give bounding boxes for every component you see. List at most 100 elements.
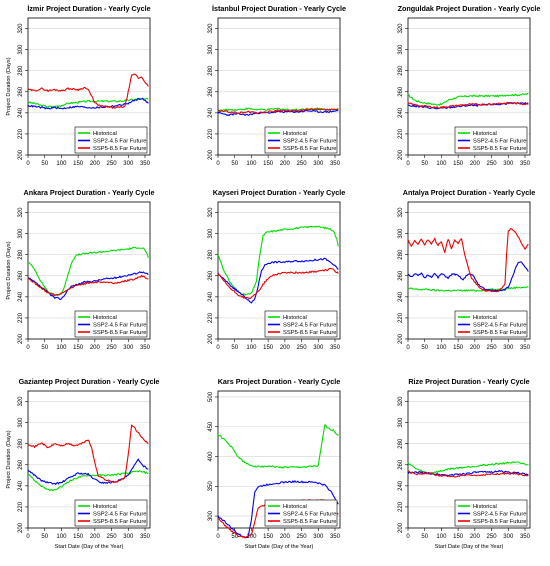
x-tick-label: 100 xyxy=(56,534,67,540)
y-tick-label: 240 xyxy=(398,107,404,118)
legend-label: Historical xyxy=(93,131,117,137)
x-tick-label: 250 xyxy=(107,534,118,540)
chart-panel-9: Rize Project Duration - Yearly Cycle 0 50 1… xyxy=(398,377,531,550)
y-tick-label: 280 xyxy=(398,65,404,76)
y-tick-label: 240 xyxy=(18,480,24,491)
chart-title: Kars Project Duration - Yearly Cycle xyxy=(218,377,341,386)
x-tick-label: 150 xyxy=(263,161,274,167)
x-tick-label: 50 xyxy=(41,161,48,167)
legend-label: Historical xyxy=(473,504,497,510)
y-tick-label: 300 xyxy=(398,44,404,55)
series-line-2 xyxy=(407,469,529,477)
y-axis-label: Project Duration (Days) xyxy=(6,430,12,488)
x-tick-label: 200 xyxy=(90,345,101,351)
series-line-2 xyxy=(217,480,339,539)
chart-title: Ankara Project Duration - Yearly Cycle xyxy=(24,188,155,197)
x-tick-label: 350 xyxy=(140,534,151,540)
y-tick-label: 260 xyxy=(208,86,214,97)
x-tick-label: 300 xyxy=(123,534,134,540)
y-tick-label: 260 xyxy=(208,270,214,281)
y-tick-label: 400 xyxy=(208,451,214,462)
y-tick-label: 260 xyxy=(18,270,24,281)
chart-panel-4: Ankara Project Duration - Yearly Cycle 0 5… xyxy=(6,188,154,351)
y-tick-label: 220 xyxy=(398,128,404,139)
plot-frame xyxy=(27,201,151,340)
legend-label: Historical xyxy=(473,131,497,137)
y-tick-label: 300 xyxy=(18,417,24,428)
x-tick-label: 50 xyxy=(421,161,428,167)
y-tick-label: 280 xyxy=(18,65,24,76)
x-tick-label: 200 xyxy=(280,534,291,540)
x-tick-label: 0 xyxy=(26,345,30,351)
y-tick-label: 240 xyxy=(18,107,24,118)
series-line-2 xyxy=(27,97,149,110)
x-tick-label: 250 xyxy=(297,345,308,351)
series-line-3 xyxy=(27,424,149,483)
y-tick-label: 260 xyxy=(398,459,404,470)
y-tick-label: 320 xyxy=(18,207,24,218)
x-tick-label: 300 xyxy=(503,345,514,351)
x-tick-label: 100 xyxy=(436,161,447,167)
y-tick-label: 320 xyxy=(398,396,404,407)
y-tick-label: 300 xyxy=(208,228,214,239)
x-tick-label: 0 xyxy=(216,345,220,351)
x-tick-label: 150 xyxy=(453,345,464,351)
y-tick-label: 500 xyxy=(208,391,214,402)
x-tick-label: 350 xyxy=(520,345,531,351)
legend-label: SSP2-4.5 Far Future xyxy=(93,323,146,329)
y-tick-label: 320 xyxy=(208,207,214,218)
series-line-2 xyxy=(27,458,149,485)
y-tick-label: 280 xyxy=(398,438,404,449)
y-tick-label: 240 xyxy=(398,291,404,302)
series-line-1 xyxy=(407,286,529,292)
x-tick-label: 150 xyxy=(73,345,84,351)
chart-title: İzmir Project Duration - Yearly Cycle xyxy=(27,4,150,13)
x-tick-label: 50 xyxy=(421,534,428,540)
y-tick-label: 220 xyxy=(18,128,24,139)
x-tick-label: 350 xyxy=(140,345,151,351)
x-tick-label: 200 xyxy=(90,161,101,167)
legend-label: SSP5-8.5 Far Future xyxy=(283,519,336,525)
y-tick-label: 320 xyxy=(18,23,24,34)
legend-label: SSP2-4.5 Far Future xyxy=(473,512,526,518)
chart-title: Kayseri Project Duration - Yearly Cycle xyxy=(213,188,346,197)
series-line-1 xyxy=(27,97,149,108)
x-tick-label: 350 xyxy=(330,161,341,167)
x-axis-label: Start Date (Day of the Year) xyxy=(435,544,504,550)
plot-frame xyxy=(217,17,341,156)
x-tick-label: 100 xyxy=(246,534,257,540)
y-tick-label: 200 xyxy=(398,522,404,533)
y-tick-label: 280 xyxy=(208,249,214,260)
legend-label: SSP5-8.5 Far Future xyxy=(93,330,146,336)
x-axis-label: Start Date (Day of the Year) xyxy=(55,544,124,550)
plot-frame xyxy=(217,201,341,340)
legend-label: SSP5-8.5 Far Future xyxy=(473,519,526,525)
x-tick-label: 0 xyxy=(216,161,220,167)
y-axis-label: Project Duration (Days) xyxy=(6,241,12,299)
x-tick-label: 300 xyxy=(503,161,514,167)
y-tick-label: 300 xyxy=(398,417,404,428)
y-tick-label: 450 xyxy=(208,421,214,432)
x-tick-label: 100 xyxy=(436,534,447,540)
plot-frame xyxy=(407,390,531,529)
legend-label: SSP2-4.5 Far Future xyxy=(93,139,146,145)
y-tick-label: 220 xyxy=(18,501,24,512)
x-tick-label: 50 xyxy=(231,161,238,167)
legend-label: SSP5-8.5 Far Future xyxy=(93,146,146,152)
y-tick-label: 280 xyxy=(208,65,214,76)
legend-label: Historical xyxy=(93,315,117,321)
x-tick-label: 100 xyxy=(246,161,257,167)
y-tick-label: 320 xyxy=(398,23,404,34)
series-line-1 xyxy=(407,461,529,475)
y-tick-label: 240 xyxy=(208,291,214,302)
y-tick-label: 260 xyxy=(18,86,24,97)
x-tick-label: 300 xyxy=(313,161,324,167)
y-tick-label: 200 xyxy=(18,522,24,533)
plot-frame xyxy=(217,390,341,529)
y-tick-label: 200 xyxy=(208,333,214,344)
y-tick-label: 260 xyxy=(18,459,24,470)
